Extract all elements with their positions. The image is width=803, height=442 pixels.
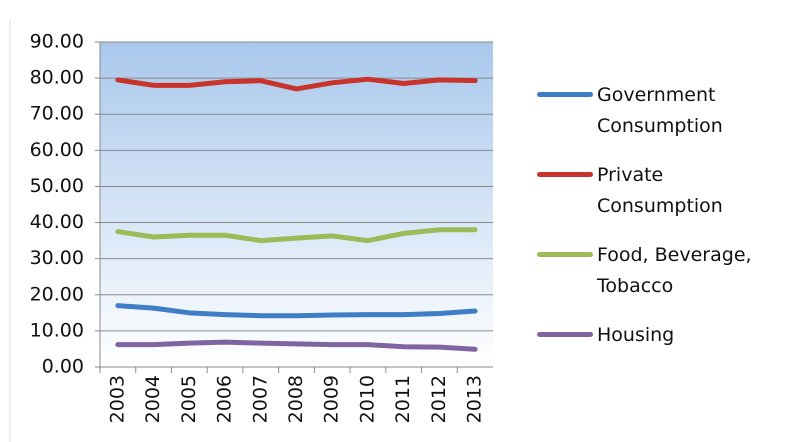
y-tick-label: 0.00 <box>42 356 84 378</box>
legend-item: Private Consumption <box>537 160 797 240</box>
x-tick-label: 2008 <box>285 375 307 423</box>
legend-label: Food, Beverage, Tobacco <box>597 244 752 297</box>
legend-label: Private Consumption <box>597 164 723 217</box>
x-tick-label: 2007 <box>249 375 271 423</box>
x-tick-label: 2006 <box>214 375 236 423</box>
x-tick-label: 2012 <box>428 375 450 423</box>
x-tick-label: 2013 <box>464 375 486 423</box>
series-line <box>115 227 478 244</box>
legend-label: Government Consumption <box>597 84 723 137</box>
series-line <box>115 76 478 92</box>
legend-swatch <box>537 332 593 337</box>
legend-item: Housing <box>537 320 797 400</box>
legend-swatch <box>537 172 593 177</box>
series-line <box>115 339 478 352</box>
x-tick-label: 2003 <box>106 375 128 423</box>
y-tick-label: 50.00 <box>30 175 84 197</box>
y-tick-label: 90.00 <box>30 31 84 53</box>
y-tick-label: 30.00 <box>30 247 84 269</box>
y-tick-label: 80.00 <box>30 67 84 89</box>
series-line <box>115 303 478 319</box>
y-tick-label: 10.00 <box>30 319 84 341</box>
x-tick-label: 2004 <box>142 375 164 423</box>
x-tick-label: 2005 <box>178 375 200 423</box>
legend-swatch <box>537 92 593 97</box>
legend-label: Housing <box>597 324 675 346</box>
legend-item: Government Consumption <box>537 80 797 160</box>
legend-item: Food, Beverage, Tobacco <box>537 240 797 320</box>
y-tick-label: 70.00 <box>30 103 84 125</box>
x-tick-label: 2009 <box>321 375 343 423</box>
y-tick-label: 40.00 <box>30 211 84 233</box>
y-tick-label: 60.00 <box>30 139 84 161</box>
x-tick-label: 2011 <box>392 375 414 423</box>
x-tick-label: 2010 <box>356 375 378 423</box>
y-tick-label: 20.00 <box>30 283 84 305</box>
legend: Government Consumption Private Consumptio… <box>537 80 797 400</box>
legend-swatch <box>537 252 593 257</box>
